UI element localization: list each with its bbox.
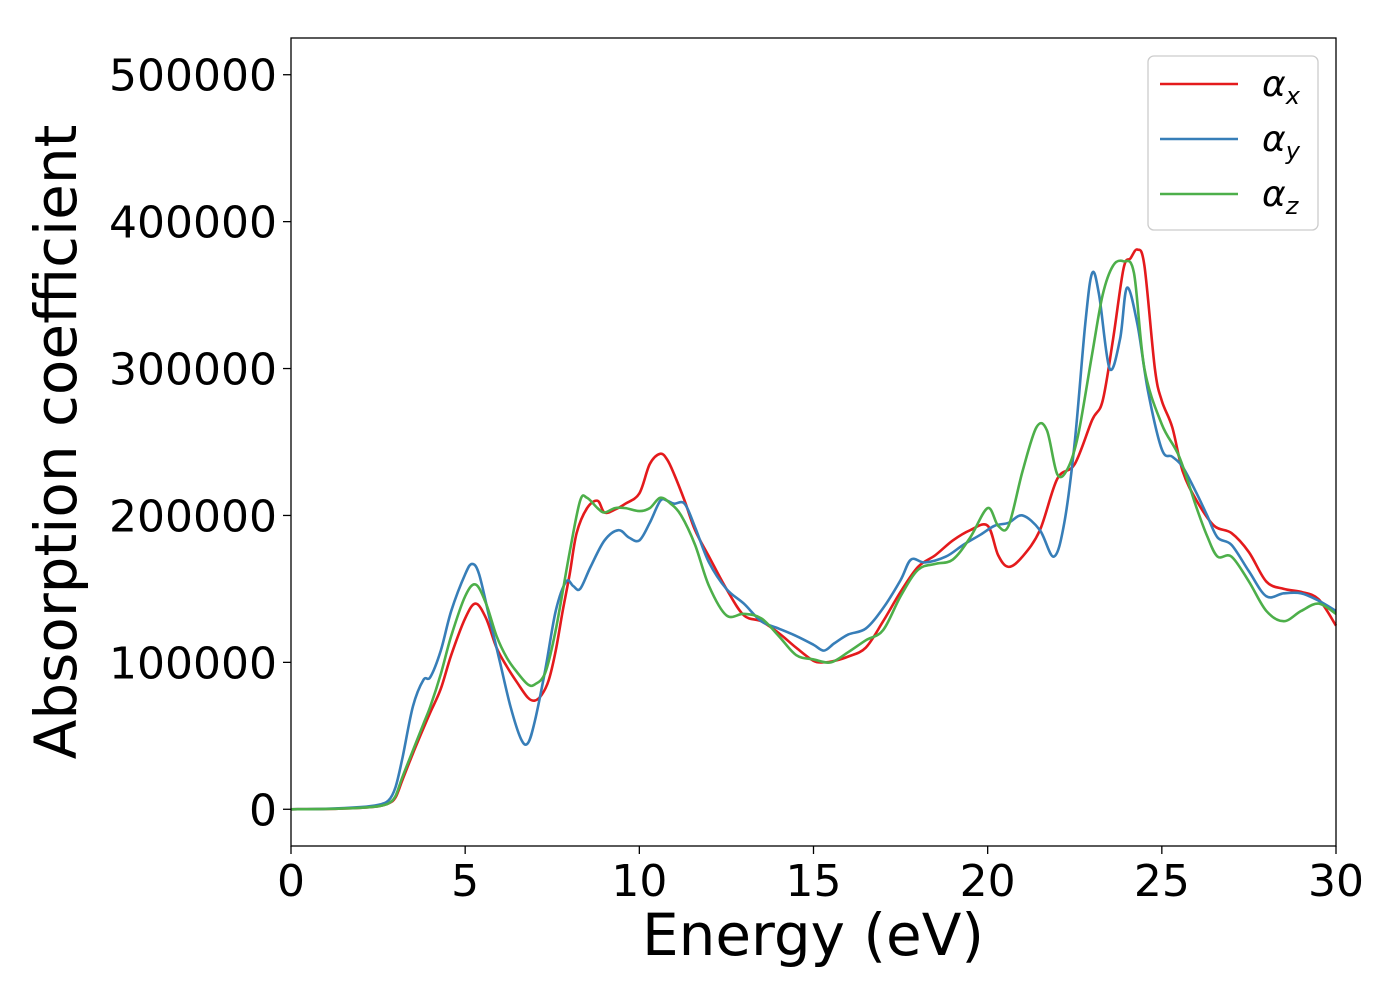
y-tick-label: 200000 xyxy=(109,491,277,542)
x-tick-label: 25 xyxy=(1134,856,1190,907)
x-tick-label: 10 xyxy=(611,856,667,907)
y-tick-label: 0 xyxy=(249,785,277,836)
x-tick-label: 5 xyxy=(451,856,479,907)
legend-label-subscript: z xyxy=(1285,192,1300,220)
x-tick-label: 30 xyxy=(1308,856,1364,907)
legend-box xyxy=(1147,55,1319,231)
series-line-alpha-z xyxy=(290,259,1337,811)
series-layer xyxy=(290,248,1338,811)
x-tick-label: 0 xyxy=(277,856,305,907)
x-tick-label: 15 xyxy=(786,856,842,907)
y-axis-label: Absorption coefficient xyxy=(22,125,90,760)
y-tick-label: 100000 xyxy=(109,638,277,689)
legend-label-subscript: x xyxy=(1285,82,1301,110)
y-tick-label: 500000 xyxy=(109,51,277,102)
y-axis-ticks: 0 100000 200000 300000 400000 500000 xyxy=(109,51,291,836)
x-axis-ticks: 0 5 10 15 20 25 30 xyxy=(277,846,1364,907)
y-tick-label: 300000 xyxy=(109,345,277,396)
x-tick-label: 20 xyxy=(960,856,1016,907)
x-axis-label: Energy (eV) xyxy=(642,901,984,969)
series-line-alpha-x xyxy=(290,248,1338,811)
legend-label-subscript: y xyxy=(1285,137,1301,165)
y-tick-label: 400000 xyxy=(109,198,277,249)
